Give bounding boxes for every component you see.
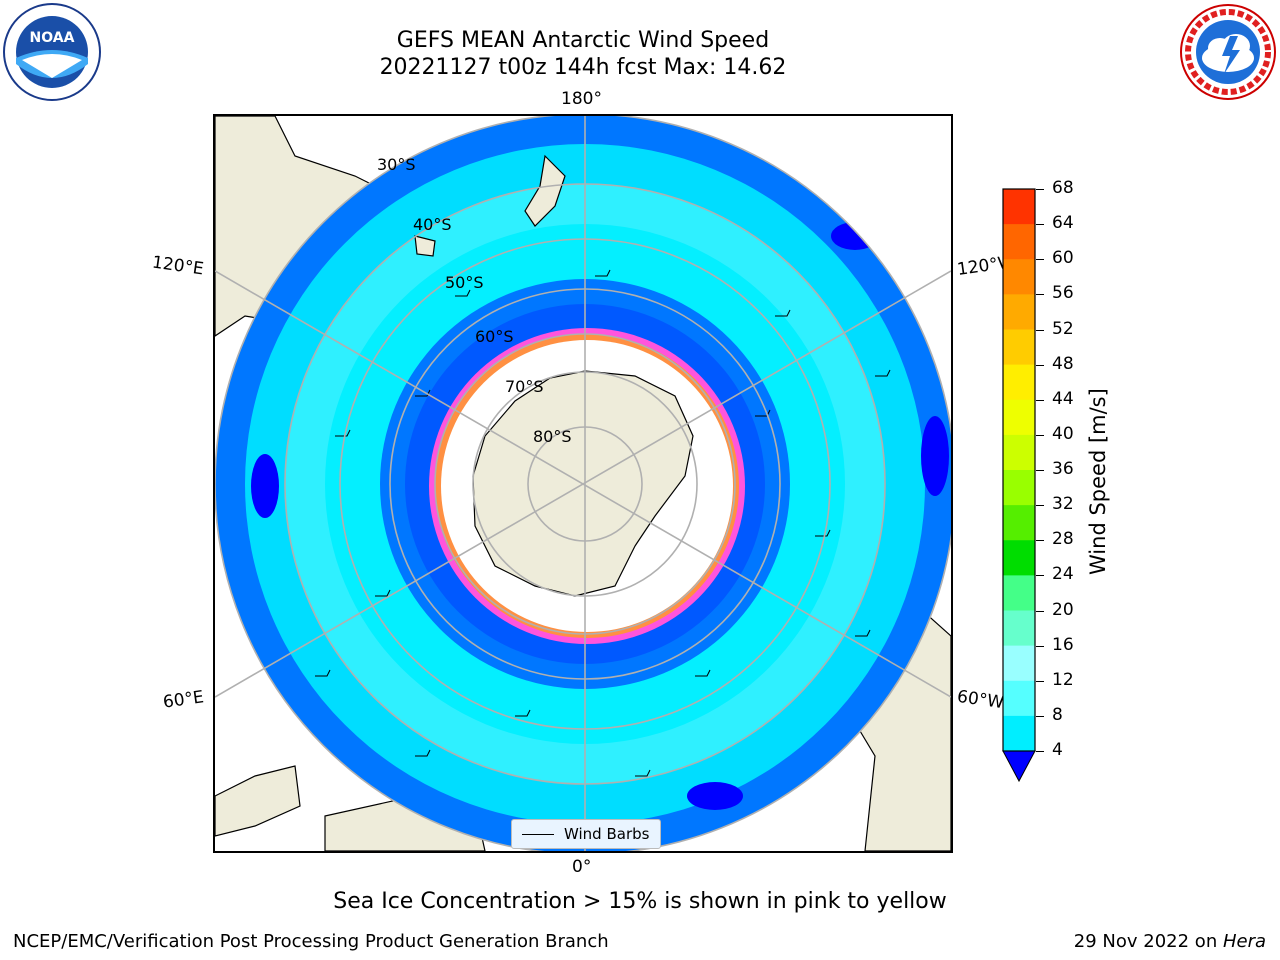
colorbar-tick-label: 56 xyxy=(1052,283,1074,304)
colorbar-tick xyxy=(1036,329,1044,331)
colorbar-tick xyxy=(1036,680,1044,682)
colorbar-band xyxy=(1003,224,1035,260)
colorbar-tick-label: 8 xyxy=(1052,704,1063,725)
colorbar-tick xyxy=(1036,259,1044,261)
sea-ice-caption: Sea Ice Concentration > 15% is shown in … xyxy=(333,889,947,914)
colorbar-tick-label: 24 xyxy=(1052,564,1074,585)
colorbar-tick xyxy=(1036,540,1044,542)
polar-map: 30°S 40°S 50°S 60°S 70°S 80°S xyxy=(215,116,951,851)
colorbar-band xyxy=(1003,329,1035,366)
footer-host: Hera xyxy=(1222,931,1266,952)
colorbar-band xyxy=(1003,364,1035,401)
colorbar-band xyxy=(1003,540,1035,576)
colorbar-tick-label: 44 xyxy=(1052,388,1074,409)
colorbar-tick xyxy=(1036,575,1044,577)
colorbar-tick-label: 64 xyxy=(1052,213,1074,234)
colorbar-tick-label: 12 xyxy=(1052,669,1074,690)
new-zealand-land xyxy=(524,154,566,227)
colorbar-title: Wind Speed [m/s] xyxy=(1086,388,1110,575)
colorbar-band xyxy=(1003,610,1035,647)
wind-barb-legend-line xyxy=(522,834,554,835)
legend-label: Wind Barbs xyxy=(564,825,650,843)
colorbar-band xyxy=(1003,715,1035,752)
colorbar-tick xyxy=(1036,645,1044,647)
noaa-logo-text: NOAA xyxy=(30,30,75,46)
map-legend: Wind Barbs xyxy=(511,819,661,849)
noaa-logo: NOAA xyxy=(3,3,101,101)
colorbar-band xyxy=(1003,259,1035,295)
map-subtitle: 20221127 t00z 144h fcst Max: 14.62 xyxy=(379,55,787,80)
colorbar-band xyxy=(1003,470,1035,506)
colorbar-tick-label: 20 xyxy=(1052,599,1074,620)
colorbar-tick xyxy=(1036,505,1044,507)
colorbar-tick xyxy=(1036,470,1044,471)
meridian-label-180: 180° xyxy=(561,89,602,109)
colorbar-tick xyxy=(1036,294,1044,296)
colorbar-tick xyxy=(1036,399,1044,401)
lat-label-70: 70°S xyxy=(505,377,544,396)
lat-label-60: 60°S xyxy=(475,327,514,346)
lat-label-30: 30°S xyxy=(377,155,416,174)
colorbar-tick-label: 68 xyxy=(1052,178,1074,198)
meridian-label-60e: 60°E xyxy=(161,687,206,713)
colorbar-band xyxy=(1003,399,1035,436)
graticule xyxy=(215,116,951,851)
colorbar-band xyxy=(1003,189,1035,225)
colorbar-band xyxy=(1003,505,1035,541)
footer-branch: NCEP/EMC/Verification Post Processing Pr… xyxy=(13,931,609,952)
colorbar-tick-label: 32 xyxy=(1052,494,1074,515)
colorbar-tick xyxy=(1036,715,1044,717)
colorbar-tick-label: 4 xyxy=(1052,740,1063,760)
colorbar-band xyxy=(1003,294,1035,330)
footer-date: 29 Nov 2022 on Hera xyxy=(1074,931,1266,952)
colorbar-band xyxy=(1003,575,1035,611)
colorbar-tick xyxy=(1036,610,1044,612)
colorbar-band xyxy=(1003,434,1035,471)
colorbar xyxy=(1002,188,1036,783)
nws-logo xyxy=(1180,4,1276,100)
colorbar-tick-label: 28 xyxy=(1052,529,1074,550)
colorbar-tick-label: 16 xyxy=(1052,634,1074,655)
footer-date-text: 29 Nov 2022 on xyxy=(1073,931,1223,952)
lat-label-80: 80°S xyxy=(533,427,572,446)
colorbar-tick xyxy=(1036,434,1044,436)
madagascar-land xyxy=(215,765,301,837)
meridian-label-120e: 120°E xyxy=(150,252,205,280)
colorbar-tick xyxy=(1036,751,1044,752)
colorbar-tick xyxy=(1036,189,1044,190)
colorbar-tick xyxy=(1036,224,1044,226)
lat-label-50: 50°S xyxy=(445,273,484,292)
colorbar-tick-label: 60 xyxy=(1052,248,1074,269)
colorbar-tick-label: 40 xyxy=(1052,423,1074,444)
lat-label-40: 40°S xyxy=(413,215,452,234)
colorbar-band xyxy=(1003,645,1035,682)
map-panel: 30°S 40°S 50°S 60°S 70°S 80°S Wind Barbs xyxy=(213,114,953,853)
meridian-label-60w: 60°W xyxy=(955,686,1006,714)
map-title: GEFS MEAN Antarctic Wind Speed xyxy=(396,28,770,53)
colorbar-tick-label: 36 xyxy=(1052,459,1074,479)
colorbar-tick xyxy=(1036,364,1044,366)
colorbar-band xyxy=(1003,680,1035,717)
colorbar-tick-label: 48 xyxy=(1052,353,1074,374)
meridian-label-0: 0° xyxy=(572,857,592,877)
colorbar-tick-label: 52 xyxy=(1052,318,1074,339)
